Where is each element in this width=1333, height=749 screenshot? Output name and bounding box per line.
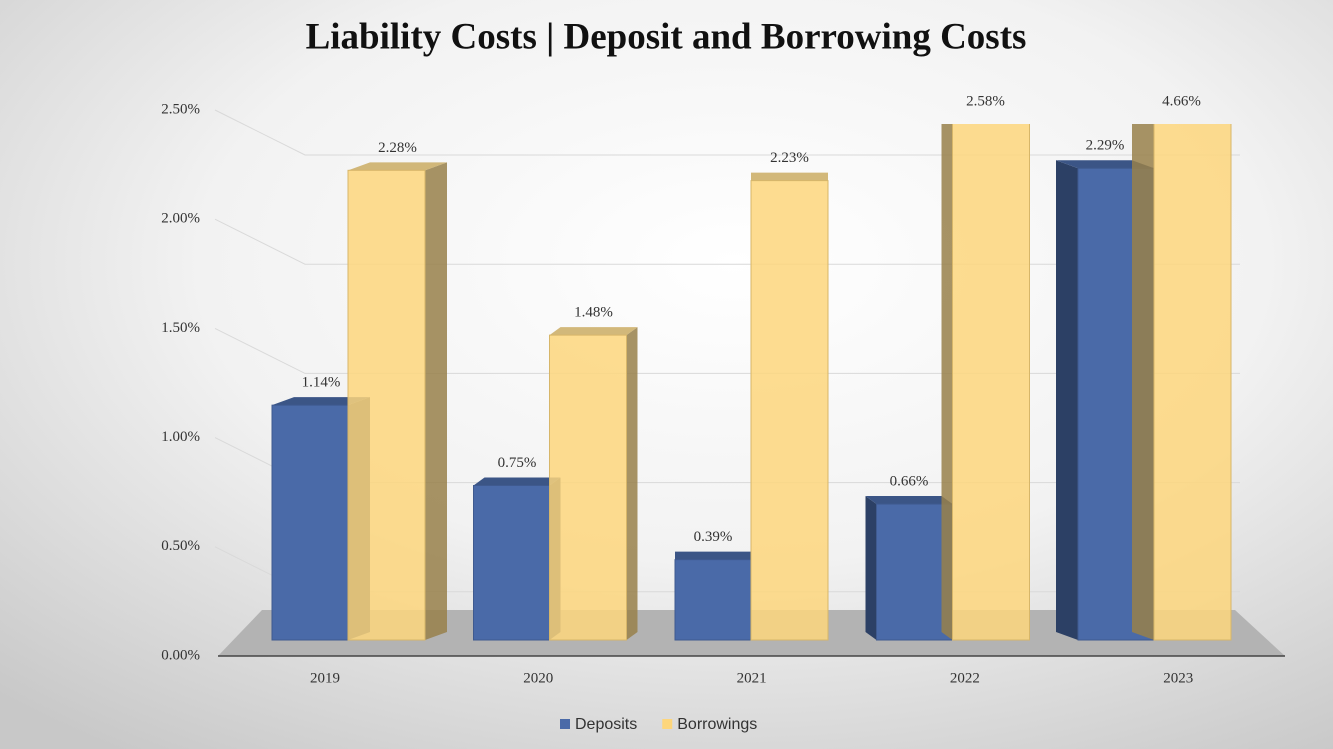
bar <box>271 404 349 641</box>
grid-line <box>214 109 1240 156</box>
bar <box>674 559 752 641</box>
bar <box>549 334 627 641</box>
y-tick-label: 2.00% <box>161 211 200 227</box>
legend-label: Deposits <box>575 716 637 733</box>
chart-title: Liability Costs | Deposit and Borrowing … <box>306 16 1027 57</box>
bar <box>876 503 953 641</box>
bar-top <box>272 397 370 406</box>
x-tick-label: 2020 <box>523 670 553 686</box>
bar-top <box>549 327 638 336</box>
legend-label: Borrowings <box>677 716 757 733</box>
legend-swatch <box>560 719 570 729</box>
data-label: 2.23% <box>770 150 809 166</box>
bar-top <box>473 477 561 486</box>
bar-side <box>425 162 447 640</box>
bar <box>952 124 1030 641</box>
data-label: 1.14% <box>302 375 341 391</box>
bar-side <box>626 327 638 640</box>
bar-top <box>751 172 828 181</box>
bar <box>347 169 426 641</box>
data-label: 2.58% <box>966 93 1005 109</box>
data-label: 1.48% <box>574 305 613 321</box>
data-label: 0.66% <box>890 473 929 489</box>
bar-top <box>348 162 447 171</box>
y-tick-label: 1.50% <box>161 320 200 336</box>
bar-top <box>675 551 751 560</box>
y-tick-label: 2.50% <box>161 101 200 117</box>
bar <box>750 180 829 641</box>
y-tick-label: 1.00% <box>161 429 200 445</box>
y-tick-label: 0.00% <box>161 647 200 663</box>
bar-top <box>865 496 953 505</box>
grid-line <box>214 218 1240 265</box>
data-label: 0.39% <box>694 529 733 545</box>
legend-swatch <box>662 719 673 729</box>
x-tick-label: 2021 <box>737 670 767 686</box>
x-tick-label: 2023 <box>1163 670 1193 686</box>
data-label: 2.29% <box>1086 138 1125 154</box>
bar <box>473 485 550 641</box>
y-tick-label: 0.50% <box>161 538 200 554</box>
data-label: 0.75% <box>498 455 537 471</box>
bar <box>1153 124 1232 641</box>
bar-top <box>1056 160 1154 169</box>
grid-line <box>214 327 1240 374</box>
bar-side <box>1132 124 1154 640</box>
x-tick-label: 2019 <box>310 670 340 686</box>
bar-side <box>941 124 953 640</box>
x-tick-label: 2022 <box>950 670 980 686</box>
data-label: 4.66% <box>1162 93 1201 109</box>
data-label: 2.28% <box>378 140 417 156</box>
bar-side <box>1056 160 1078 640</box>
bar-side <box>865 496 877 640</box>
